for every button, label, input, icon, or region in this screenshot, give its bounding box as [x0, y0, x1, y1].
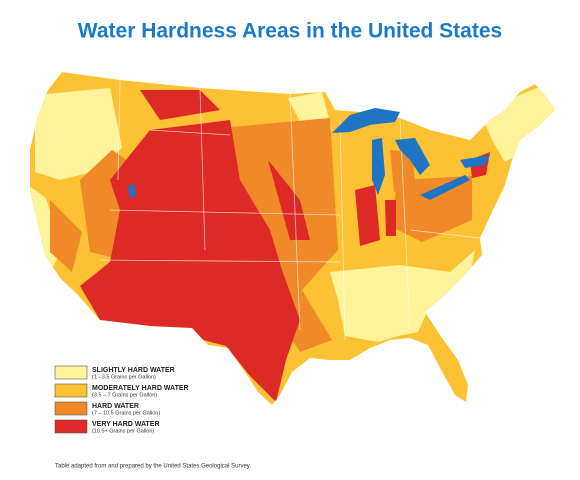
legend-swatch	[54, 383, 88, 398]
lake	[128, 184, 136, 198]
legend-detail: (3.5 – 7 Grains per Gallon)	[92, 392, 157, 398]
lake	[460, 155, 490, 168]
lake	[395, 138, 430, 175]
region	[50, 200, 82, 272]
legend-swatch	[54, 401, 88, 416]
region	[390, 150, 416, 192]
region	[390, 176, 472, 242]
legend-detail: (1 - 3.5 Grains per Gallon)	[92, 374, 156, 380]
lake	[372, 138, 385, 195]
region	[330, 250, 475, 342]
region	[220, 118, 338, 352]
legend-label: MODERATELY HARD WATER	[92, 385, 189, 392]
legend-detail: (7 – 10.5 Grains per Gallon)	[92, 410, 160, 416]
state-borders	[99, 79, 481, 341]
legend-swatch	[54, 365, 88, 380]
lake	[420, 175, 470, 200]
legend-label: VERY HARD WATER	[92, 421, 160, 428]
region	[385, 200, 396, 236]
lake	[332, 108, 400, 133]
region	[268, 160, 310, 240]
region	[35, 88, 122, 180]
legend-label: SLIGHTLY HARD WATER	[92, 367, 175, 374]
legend-label: HARD WATER	[92, 403, 139, 410]
region	[355, 185, 380, 246]
legend-detail: (10.5+ Grains per Gallon)	[92, 428, 154, 434]
source-note: Table adapted from and prepared by the U…	[55, 464, 251, 470]
legend-swatch	[54, 419, 88, 434]
legend: SLIGHTLY HARD WATER(1 - 3.5 Grains per G…	[54, 365, 189, 434]
map-title: Water Hardness Areas in the United State…	[78, 20, 502, 43]
lakes	[128, 108, 490, 200]
